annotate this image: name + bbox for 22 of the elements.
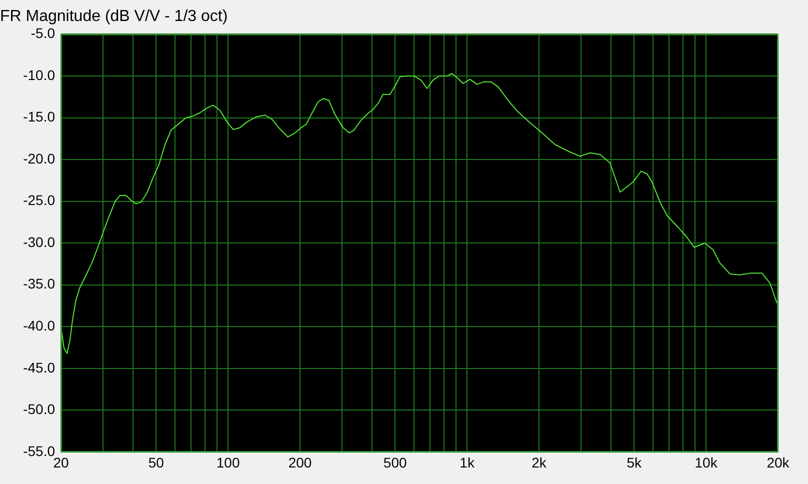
y-tick-label: -10.0	[23, 66, 56, 83]
x-tick-label: 20	[53, 454, 69, 470]
x-tick-label: 1k	[460, 454, 476, 470]
y-tick-label: -25.0	[23, 192, 56, 208]
y-tick-label: -20.0	[23, 150, 56, 166]
x-tick-label: 500	[383, 454, 407, 470]
x-tick-label: 100	[216, 454, 240, 470]
x-tick-label: 20k	[766, 454, 790, 470]
chart-title: FR Magnitude (dB V/V - 1/3 oct)	[0, 8, 228, 26]
y-tick-label: -35.0	[23, 276, 56, 292]
y-tick-label: -45.0	[23, 359, 56, 376]
y-tick-label: -30.0	[23, 234, 56, 250]
y-tick-label: -55.0	[23, 442, 56, 459]
y-tick-label: -50.0	[23, 401, 56, 418]
y-tick-label: -5.0	[30, 25, 56, 42]
x-tick-label: 50	[148, 454, 164, 470]
y-tick-label: -40.0	[23, 318, 56, 334]
x-tick-label: 200	[288, 454, 312, 470]
x-tick-label: 5k	[626, 454, 642, 470]
x-tick-label: 10k	[694, 454, 718, 470]
x-tick-label: 2k	[532, 454, 548, 470]
y-tick-label: -15.0	[23, 108, 56, 125]
